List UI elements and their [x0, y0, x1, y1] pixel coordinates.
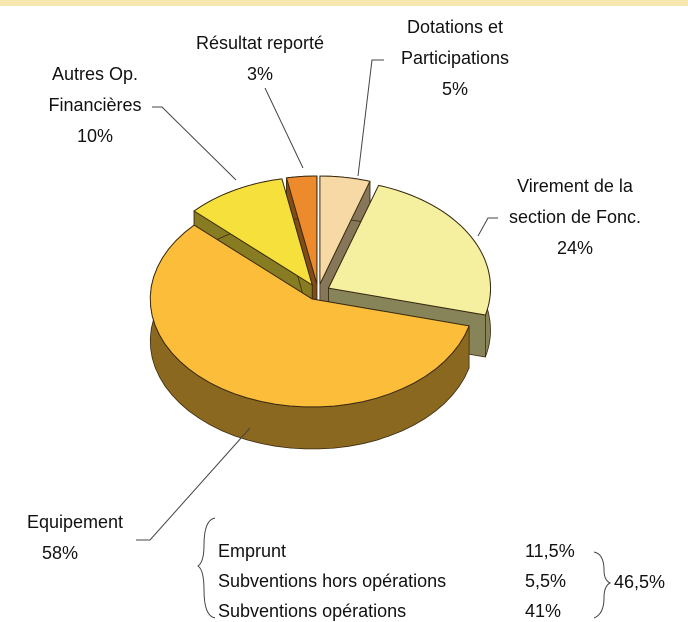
slice — [285, 175, 318, 285]
value-label: 10% — [77, 126, 113, 146]
slice-label: Participations — [401, 48, 509, 68]
note: Emprunt 11,5% Subventions hors opérations 5… — [197, 517, 665, 621]
slice-label: Financières — [48, 95, 141, 115]
leader-line — [136, 427, 251, 541]
slice — [193, 178, 314, 287]
note-label: Emprunt — [218, 541, 286, 561]
slice — [327, 184, 491, 316]
left-brace — [197, 517, 216, 619]
leader-line — [477, 217, 498, 237]
value-label: 5% — [442, 79, 468, 99]
leader-line — [152, 106, 237, 181]
note-label: Subventions hors opérations — [218, 571, 446, 591]
slice-side — [149, 224, 470, 450]
value-label: 58% — [42, 543, 78, 563]
pie — [149, 175, 491, 450]
slice-label: Virement de la — [517, 176, 634, 196]
note-value: 11,5% — [525, 541, 575, 561]
leader-line — [357, 59, 384, 177]
slice-label: Résultat reporté — [196, 33, 324, 53]
slice-label: Dotations et — [407, 17, 503, 37]
note-total: 46,5% — [614, 572, 665, 592]
labels: Dotations et Participations 5% Virement de … — [27, 17, 641, 563]
slice-label: Equipement — [27, 512, 123, 532]
slice — [149, 224, 470, 408]
top-band — [0, 0, 688, 6]
right-brace — [593, 551, 612, 619]
slice — [319, 175, 371, 285]
note-value: 5,5% — [525, 571, 566, 591]
leader-line — [264, 87, 304, 169]
slice-label: Autres Op. — [52, 64, 138, 84]
slice-label: section de Fonc. — [509, 207, 641, 227]
value-label: 3% — [247, 64, 273, 84]
note-label: Subventions opérations — [218, 601, 406, 621]
note-value: 41% — [525, 601, 561, 621]
value-label: 24% — [557, 238, 593, 258]
